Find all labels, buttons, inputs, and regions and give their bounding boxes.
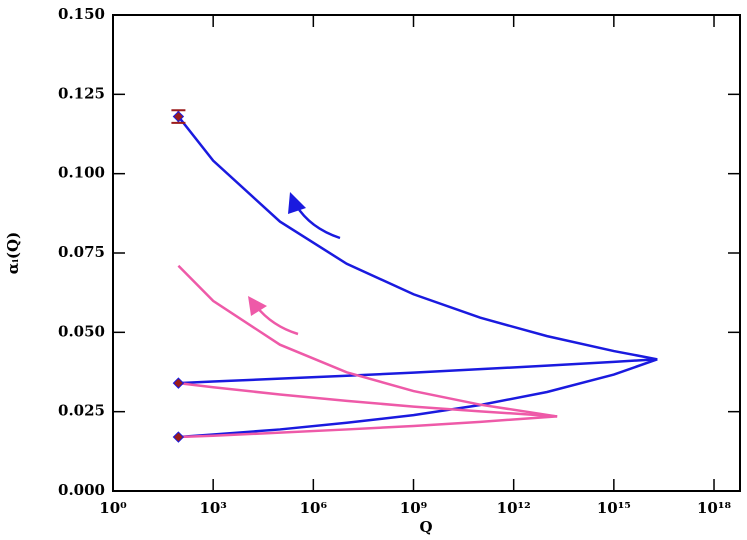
series-line (177, 264, 558, 418)
series-line (178, 358, 658, 439)
pink-arrow (248, 296, 299, 336)
y-tick-label: 0.100 (58, 164, 105, 182)
y-tick-label: 0.000 (58, 481, 105, 499)
series-line (177, 115, 658, 361)
data-point (172, 431, 185, 443)
x-axis-label: Q (419, 518, 432, 536)
data-point (172, 110, 185, 123)
x-tick-label: 10⁹ (400, 499, 427, 517)
x-tick-label: 10⁰ (99, 499, 127, 517)
x-tick-label: 10¹⁸ (697, 499, 731, 517)
y-tick-label: 0.075 (58, 243, 105, 261)
x-tick-label: 10¹² (497, 499, 531, 517)
x-tick-label: 10³ (199, 499, 226, 517)
y-axis-label: αᵢ(Q) (4, 232, 22, 274)
x-tick-label: 10⁶ (300, 499, 328, 517)
x-tick-label: 10¹⁵ (597, 499, 631, 517)
plot-frame (112, 14, 741, 492)
data-point (172, 377, 185, 389)
series-line (178, 415, 558, 439)
series-line (178, 358, 658, 385)
y-tick-label: 0.125 (58, 84, 105, 102)
series-line (178, 381, 558, 418)
y-tick-label: 0.150 (58, 5, 105, 23)
y-tick-label: 0.025 (58, 402, 105, 420)
blue-arrow (288, 192, 341, 240)
y-tick-label: 0.050 (58, 322, 105, 340)
